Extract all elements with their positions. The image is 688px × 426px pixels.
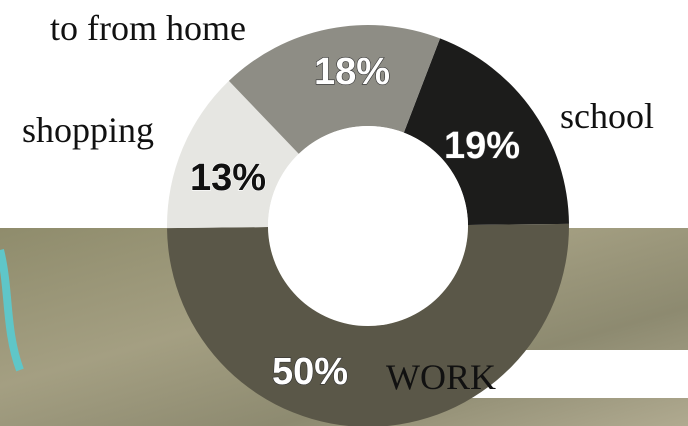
map-road	[0, 249, 24, 372]
category-label: school	[560, 96, 654, 136]
donut-segment	[167, 80, 299, 229]
donut	[167, 25, 569, 426]
percent-label: 13%	[190, 157, 266, 199]
percent-label: 50%	[272, 351, 348, 393]
percent-label: 19%	[444, 125, 520, 167]
percent-label: 18%	[314, 51, 390, 93]
donut-hole	[268, 126, 468, 326]
labels: 19% school 50% WORK 13% shopping 18% to from ho…	[22, 8, 654, 397]
donut-segment	[228, 25, 441, 154]
category-label: shopping	[22, 110, 154, 150]
category-label: to from home	[50, 8, 246, 48]
donut-segment	[167, 223, 569, 426]
donut-segment	[403, 38, 569, 225]
category-label: WORK	[386, 357, 496, 397]
